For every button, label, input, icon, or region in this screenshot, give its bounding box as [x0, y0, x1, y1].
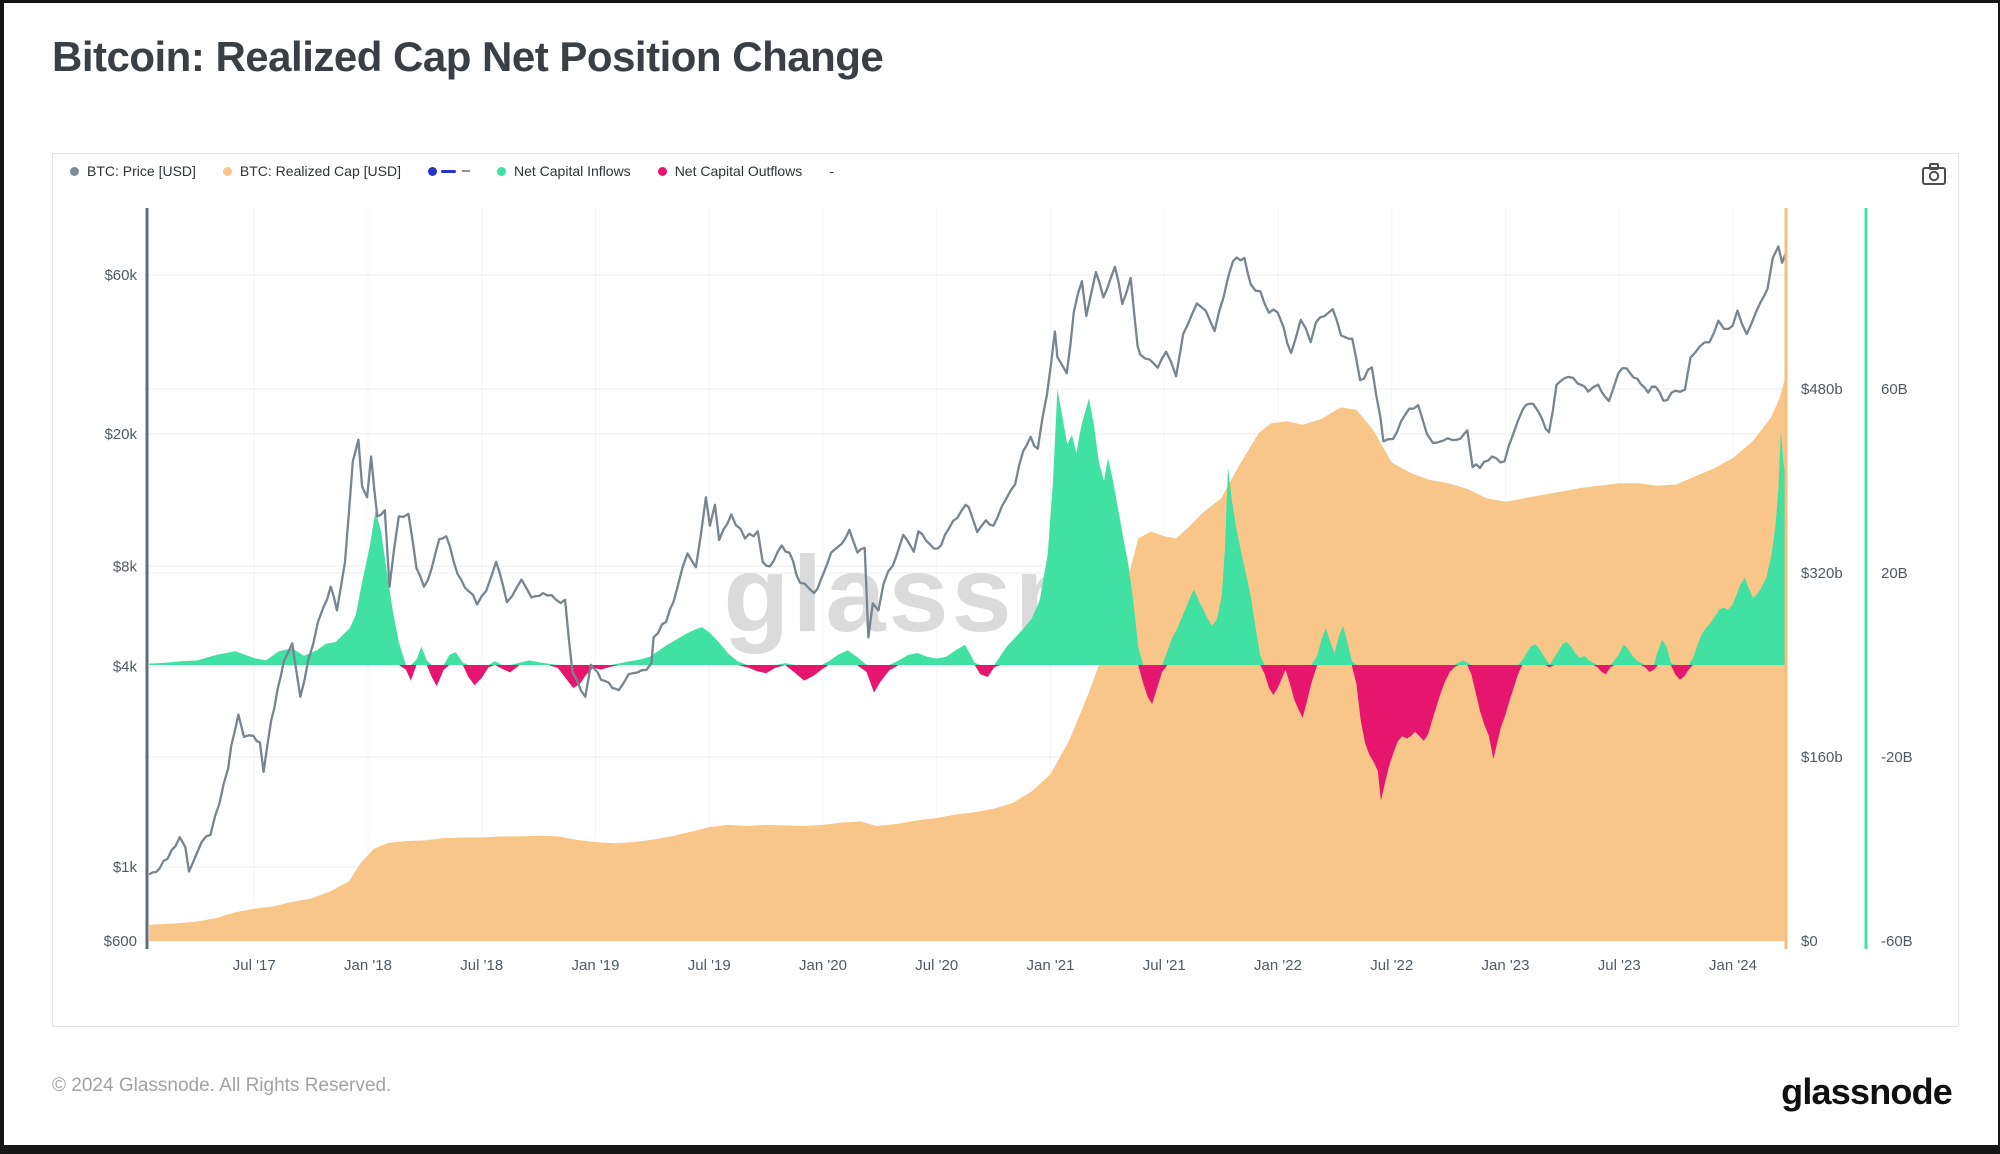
legend-item-label: Net Capital Outflows	[674, 163, 803, 179]
net-flow-axis-tick-label: -60B	[1881, 933, 1913, 950]
legend-item-[interactable]: -	[829, 163, 834, 179]
price-axis-tick-label: $8k	[113, 558, 138, 575]
legend-item-label: BTC: Price [USD]	[87, 163, 196, 179]
price-axis-tick-label: $20k	[104, 426, 137, 443]
x-axis-tick-label: Jul '19	[688, 957, 731, 974]
price-axis-tick-label: $1k	[113, 859, 138, 876]
legend-item-label: BTC: Realized Cap [USD]	[239, 163, 401, 179]
legend-dash-icon	[461, 170, 470, 172]
x-axis-tick-label: Jan '19	[572, 957, 620, 974]
x-axis-tick-label: Jul '22	[1370, 957, 1413, 974]
page-title: Bitcoin: Realized Cap Net Position Chang…	[52, 33, 884, 80]
realized-cap-axis-tick-label: $0	[1801, 933, 1818, 950]
legend-swatch-icon	[657, 166, 667, 176]
x-axis-tick-label: Jan '20	[799, 957, 847, 974]
glassnode-logo: glassnode	[1781, 1071, 1953, 1112]
realized-cap-axis-tick-label: $160b	[1801, 749, 1843, 766]
legend-item-label: Net Capital Inflows	[513, 163, 631, 179]
price-axis-tick-label: $4k	[113, 659, 138, 676]
x-axis-tick-label: Jul '17	[233, 957, 276, 974]
realized-cap-axis-tick-label: $320b	[1801, 565, 1843, 582]
chart-plot: glassnode$60k$20k$8k$4k$1k$600$480b$320b…	[104, 208, 1913, 974]
net-flow-axis-tick-label: -20B	[1881, 749, 1913, 766]
camera-icon	[1922, 163, 1946, 185]
legend-item-net-capital-inflows[interactable]: Net Capital Inflows	[496, 163, 631, 179]
net-capital-outflows-area-series	[149, 665, 1786, 801]
x-axis-tick-label: Jul '21	[1143, 957, 1186, 974]
legend-swatch-icon	[70, 166, 79, 176]
legend-item-btc-realized-cap-usd[interactable]: BTC: Realized Cap [USD]	[222, 163, 401, 179]
net-flow-axis-tick-label: 20B	[1881, 565, 1908, 582]
price-axis-tick-label: $60k	[104, 267, 137, 284]
legend-item-series-2[interactable]	[427, 166, 470, 176]
x-axis-tick-label: Jan '22	[1254, 957, 1302, 974]
net-flow-axis-tick-label: 60B	[1881, 381, 1908, 398]
x-axis-tick-label: Jul '18	[460, 957, 503, 974]
camera-export-button[interactable]	[1918, 161, 1952, 189]
legend-swatch-icon	[222, 166, 232, 176]
x-axis-tick-label: Jan '18	[344, 957, 392, 974]
x-axis-tick-label: Jan '21	[1027, 957, 1075, 974]
legend-item-btc-price-usd[interactable]: BTC: Price [USD]	[70, 163, 196, 179]
realized-cap-axis-tick-label: $480b	[1801, 381, 1843, 398]
legend-item-label: -	[829, 163, 834, 179]
btc-price-line-series	[148, 245, 1787, 876]
legend-item-net-capital-outflows[interactable]: Net Capital Outflows	[657, 163, 803, 179]
x-axis-tick-label: Jul '23	[1598, 957, 1641, 974]
legend-line-icon	[440, 169, 456, 173]
x-axis-tick-label: Jan '23	[1482, 957, 1530, 974]
x-axis-tick-label: Jan '24	[1709, 957, 1757, 974]
footer-copyright: © 2024 Glassnode. All Rights Reserved.	[52, 1075, 392, 1096]
x-axis-tick-label: Jul '20	[915, 957, 958, 974]
realized-cap-area-series	[149, 375, 1787, 941]
legend-swatch-icon	[496, 166, 506, 176]
chart-legend: BTC: Price [USD] BTC: Realized Cap [USD] N…	[70, 163, 834, 179]
price-axis-tick-label: $600	[104, 933, 137, 950]
legend-swatch-icon	[427, 166, 437, 176]
